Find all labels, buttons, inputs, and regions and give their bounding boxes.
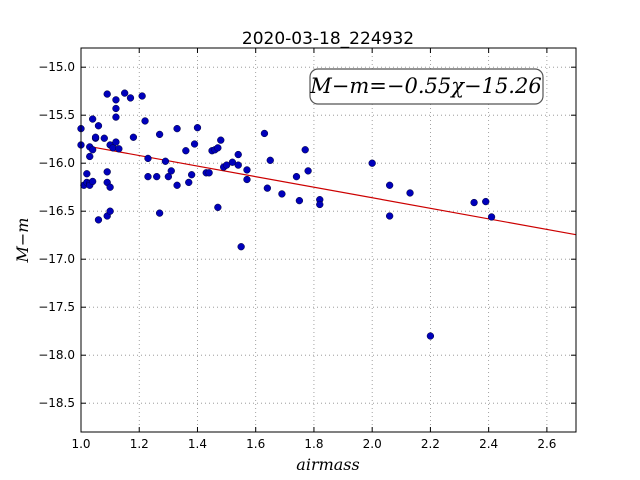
data-point [103,168,111,176]
data-point [141,117,149,125]
data-point [94,216,103,224]
data-point [138,92,146,100]
data-point [228,158,237,166]
data-point [144,154,152,163]
data-point [106,207,114,215]
data-point [103,90,111,98]
x-tick-label: 2.6 [537,437,556,451]
data-point [112,138,120,146]
y-tick-label: −18.0 [38,348,75,362]
y-tick-label: −18.5 [38,396,75,410]
data-point [406,189,414,197]
plot-area [81,48,576,432]
data-point [153,172,161,181]
data-point [173,124,181,133]
data-point [182,147,190,155]
fit-line-layer [89,145,577,236]
data-point [193,124,202,132]
data-point [385,212,394,220]
data-point [426,332,435,340]
data-point [155,209,164,217]
data-point [234,161,242,169]
data-point [88,146,97,154]
data-point [126,94,135,102]
data-point [144,172,152,181]
x-tick-label: 1.4 [188,437,207,451]
data-point [167,167,175,175]
data-point [106,183,114,191]
data-point [190,140,199,148]
x-tick-label: 2.4 [479,437,498,451]
data-point [94,122,103,130]
y-tick-label: −15.0 [38,60,75,74]
data-point [91,133,100,141]
x-tick-label: 1.6 [246,437,265,451]
data-point [205,169,213,177]
data-point [234,150,242,159]
data-point [164,172,173,181]
data-point [86,152,94,161]
axis-ticks [80,48,576,432]
data-point [161,157,170,165]
data-point [482,197,490,206]
data-point [237,243,245,251]
data-point [217,136,225,144]
plot-frame [80,47,577,433]
x-tick-label: 2.0 [363,437,382,451]
data-point [121,89,129,97]
data-points [77,89,496,340]
annotation-box [309,68,544,105]
y-tick-label: −17.5 [38,300,75,314]
data-point [88,115,97,123]
y-axis-label: M−m [13,218,32,264]
data-point [112,96,120,104]
x-tick-label: 1.0 [71,437,90,451]
data-point [112,113,120,121]
data-point [304,167,312,175]
grid [80,48,576,432]
data-point [260,129,269,138]
data-point [187,171,196,179]
y-tick-label: −16.0 [38,156,75,170]
data-point [301,146,309,154]
x-tick-label: 1.8 [304,437,323,451]
x-tick-labels: 1.0 1.2 1.4 1.6 1.8 2.0 2.2 2.4 2.6 [71,437,556,451]
data-point [266,156,274,164]
chart-title: 2020-03-18_224932 [242,29,414,49]
data-point [112,104,120,113]
data-point [385,181,394,189]
data-point [185,178,193,187]
data-point [88,177,97,186]
data-point [243,175,251,184]
y-tick-label: −16.5 [38,204,75,218]
data-point [155,130,164,139]
data-point [214,203,222,212]
x-tick-label: 2.2 [421,437,440,451]
data-point [83,170,91,178]
data-point [173,181,181,189]
x-axis-label: airmass [296,455,359,474]
data-point [129,133,138,141]
data-point [295,196,304,205]
data-point [263,184,272,192]
fit-annotation: M−m=−0.55χ−15.26 [309,68,544,105]
y-tick-labels: −15.0 −15.5 −16.0 −16.5 −17.0 −17.5 −18.0 −18.5 [38,60,75,410]
data-point [115,145,123,153]
fit-equation: M−m=−0.55χ−15.26 [309,74,541,98]
data-point [470,198,478,207]
data-point [214,144,222,152]
data-point [368,159,376,167]
y-tick-label: −17.0 [38,252,75,266]
data-point [487,213,496,221]
data-point [222,161,231,169]
x-tick-label: 1.2 [130,437,149,451]
data-point [292,172,301,181]
data-point [100,134,108,142]
data-point [243,166,251,174]
y-tick-label: −15.5 [38,108,75,122]
data-point [316,200,324,209]
data-point [278,190,286,198]
fit-line [89,145,577,236]
